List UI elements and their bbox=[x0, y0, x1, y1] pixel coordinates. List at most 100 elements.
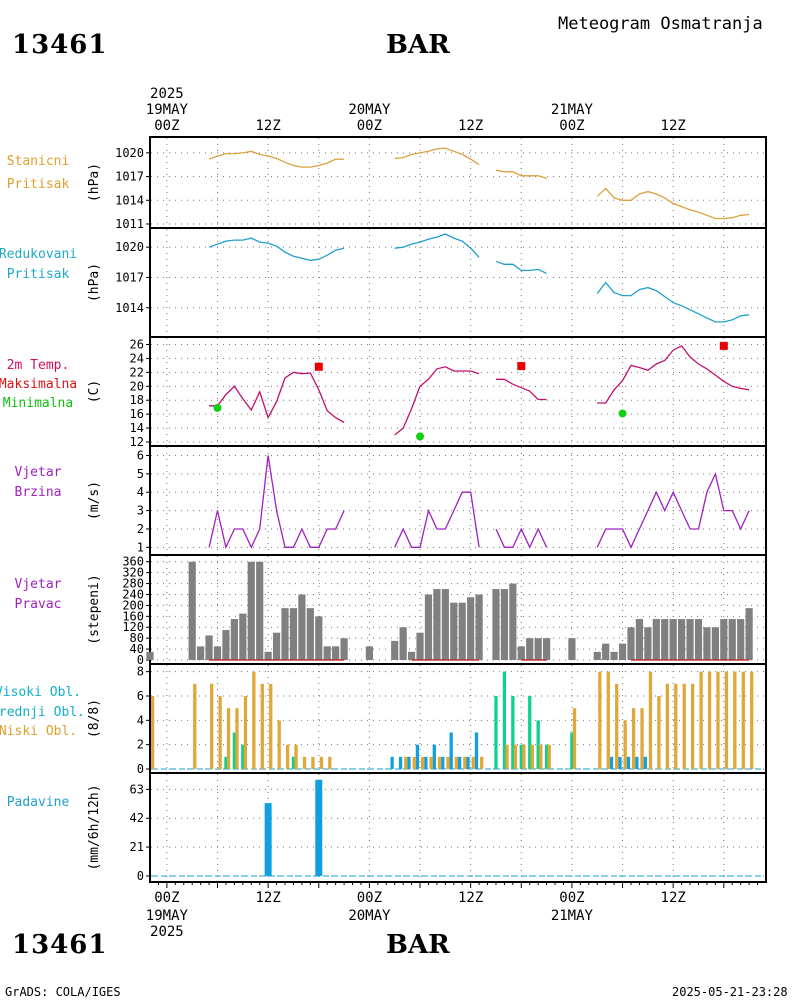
date-label-bottom: 2025 bbox=[150, 924, 184, 940]
y-tick-label: 4 bbox=[137, 485, 144, 499]
cloud-bar-niski bbox=[505, 744, 509, 769]
cloud-bar-srednji bbox=[241, 744, 245, 769]
panel-label-pred: Pritisak bbox=[7, 267, 70, 282]
min-temp-marker bbox=[618, 409, 627, 418]
y-tick-label: 0 bbox=[137, 653, 144, 667]
wind-direction-bar bbox=[703, 627, 711, 660]
cloud-bar-niski bbox=[210, 683, 214, 769]
cloud-bar-srednji bbox=[494, 695, 498, 769]
date-label-bottom: 19MAY bbox=[146, 908, 189, 924]
y-tick-label: 240 bbox=[122, 587, 144, 601]
wind-direction-bar bbox=[618, 643, 627, 660]
cloud-bar-niski bbox=[412, 756, 416, 769]
series-line-wind-0 bbox=[208, 455, 345, 550]
wind-direction-bar bbox=[146, 651, 154, 660]
cloud-bar-visoki bbox=[407, 756, 411, 769]
cloud-bar-niski bbox=[547, 744, 551, 769]
y-tick-label: 1011 bbox=[115, 217, 144, 231]
max-temp-marker bbox=[719, 341, 728, 350]
panel-label-cloud: Visoki Obl. bbox=[0, 685, 81, 700]
cloud-bar-niski bbox=[260, 683, 264, 769]
y-tick-label: 12 bbox=[130, 435, 144, 449]
cloud-bar-niski bbox=[471, 756, 475, 769]
y-tick-label: 0 bbox=[137, 762, 144, 776]
wind-direction-bar bbox=[644, 627, 652, 660]
wind-direction-bar bbox=[652, 619, 660, 660]
cloud-bar-niski bbox=[691, 683, 695, 769]
cloud-bar-niski bbox=[665, 683, 669, 769]
series-line-pred-1 bbox=[394, 233, 480, 258]
min-temp-marker bbox=[213, 403, 222, 412]
wind-direction-bar bbox=[264, 651, 272, 660]
date-label-bottom: 20MAY bbox=[348, 908, 391, 924]
wind-direction-bar bbox=[745, 608, 753, 660]
cloud-bar-srednji bbox=[511, 695, 515, 769]
series-line-pstn-0 bbox=[208, 150, 345, 168]
series-line-pstn-2 bbox=[495, 169, 547, 179]
cloud-bar-srednji bbox=[519, 744, 523, 769]
cloud-bar-niski bbox=[648, 671, 653, 769]
wind-direction-bar bbox=[678, 619, 686, 660]
y-tick-label: 6 bbox=[137, 689, 144, 703]
wind-direction-bar bbox=[635, 619, 644, 660]
wind-direction-bar bbox=[197, 646, 205, 660]
y-tick-label: 1014 bbox=[115, 301, 144, 315]
wind-direction-bar bbox=[661, 619, 669, 660]
wind-direction-bar bbox=[222, 629, 230, 660]
wind-direction-bar bbox=[416, 632, 424, 660]
y-tick-label: 4 bbox=[137, 713, 144, 727]
y-tick-label: 3 bbox=[137, 504, 144, 518]
series-line-pstn-3 bbox=[596, 187, 750, 220]
date-label-top: 19MAY bbox=[146, 102, 189, 118]
wind-direction-bar bbox=[332, 646, 340, 660]
cloud-bar-niski bbox=[674, 683, 678, 769]
wind-direction-bar bbox=[458, 602, 466, 660]
cloud-bar-visoki bbox=[609, 756, 614, 769]
wind-direction-bar bbox=[543, 638, 551, 660]
y-tick-label: 18 bbox=[130, 393, 144, 407]
y-tick-label: 6 bbox=[137, 449, 144, 463]
cloud-bar-niski bbox=[741, 671, 745, 769]
cloud-bar-srednji bbox=[570, 732, 574, 769]
panel-label-wdir: Vjetar bbox=[15, 577, 62, 592]
cloud-bar-srednji bbox=[528, 695, 532, 769]
y-tick-label: 0 bbox=[137, 869, 144, 883]
y-tick-label: 1014 bbox=[115, 193, 144, 207]
wind-direction-bar bbox=[298, 594, 306, 660]
wind-direction-bar bbox=[441, 589, 449, 660]
time-label-top: 12Z bbox=[255, 118, 280, 134]
cloud-bar-niski bbox=[657, 695, 661, 769]
y-tick-label: 63 bbox=[130, 782, 144, 796]
cloud-bar-niski bbox=[243, 695, 248, 769]
wind-direction-bar bbox=[247, 561, 255, 660]
wind-direction-bar bbox=[602, 643, 610, 660]
y-tick-label: 14 bbox=[130, 421, 144, 435]
wind-direction-bar bbox=[711, 627, 719, 660]
wind-direction-bar bbox=[306, 608, 314, 660]
time-label-top: 00Z bbox=[154, 118, 179, 134]
station-id-bottom: 13461 bbox=[12, 930, 108, 960]
y-axis-label-wdir: (stepeni) bbox=[87, 574, 102, 644]
wind-direction-bar bbox=[256, 561, 264, 660]
cloud-bar-niski bbox=[623, 720, 627, 769]
cloud-bar-visoki bbox=[618, 756, 622, 769]
cloud-bar-visoki bbox=[424, 756, 428, 769]
cloud-bar-visoki bbox=[457, 756, 462, 769]
wind-direction-bar bbox=[517, 646, 525, 660]
station-id: 13461 bbox=[12, 30, 108, 60]
y-tick-label: 1020 bbox=[115, 240, 144, 254]
wind-direction-bar bbox=[205, 635, 213, 660]
cloud-bar-visoki bbox=[398, 756, 403, 769]
panel-label-pred: Redukovani bbox=[0, 247, 77, 262]
cloud-bar-niski bbox=[226, 708, 231, 769]
cloud-bar-srednji bbox=[544, 744, 549, 769]
cloud-bar-niski bbox=[539, 744, 543, 769]
series-line-temp-2 bbox=[496, 378, 547, 401]
y-tick-label: 160 bbox=[122, 609, 144, 623]
time-label-bottom: 00Z bbox=[154, 890, 179, 906]
time-label-bottom: 00Z bbox=[357, 890, 382, 906]
cloud-bar-niski bbox=[311, 756, 315, 769]
cloud-bar-niski bbox=[750, 671, 754, 769]
series-line-temp-1 bbox=[394, 366, 480, 436]
time-label-bottom: 12Z bbox=[255, 890, 280, 906]
